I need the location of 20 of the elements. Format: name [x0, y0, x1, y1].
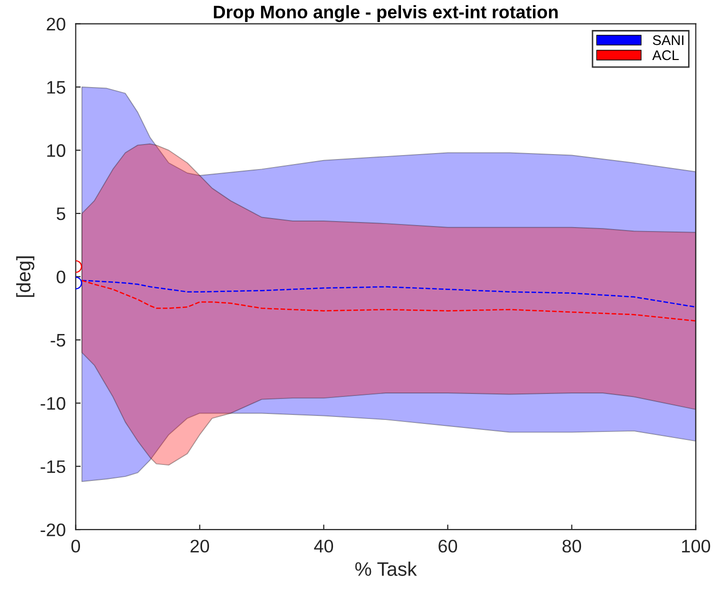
x-tick-label: 60 — [438, 540, 458, 553]
chart-title: Drop Mono angle - pelvis ext-int rotation — [214, 5, 558, 22]
y-axis-title: [deg] — [16, 256, 34, 297]
y-tick-label: 20 — [46, 18, 66, 31]
x-tick-label: 80 — [562, 540, 582, 553]
x-tick-label: 100 — [682, 540, 710, 553]
x-tick-label: 0 — [71, 540, 80, 553]
y-tick-label: 15 — [47, 81, 66, 94]
y-tick-label: -20 — [40, 523, 66, 536]
y-tick-label: 5 — [56, 208, 66, 220]
legend-label: SANI — [652, 35, 684, 46]
y-tick-label: -10 — [40, 397, 66, 410]
y-tick-label: 0 — [56, 270, 66, 284]
legend-label: ACL — [652, 50, 679, 60]
x-tick-label: 20 — [190, 540, 210, 553]
y-tick-label: -5 — [50, 334, 66, 347]
x-tick-label: 40 — [314, 540, 334, 553]
y-tick-label: -15 — [40, 460, 66, 474]
y-tick-label: 10 — [47, 144, 66, 157]
x-axis-title: % Task — [355, 562, 417, 576]
